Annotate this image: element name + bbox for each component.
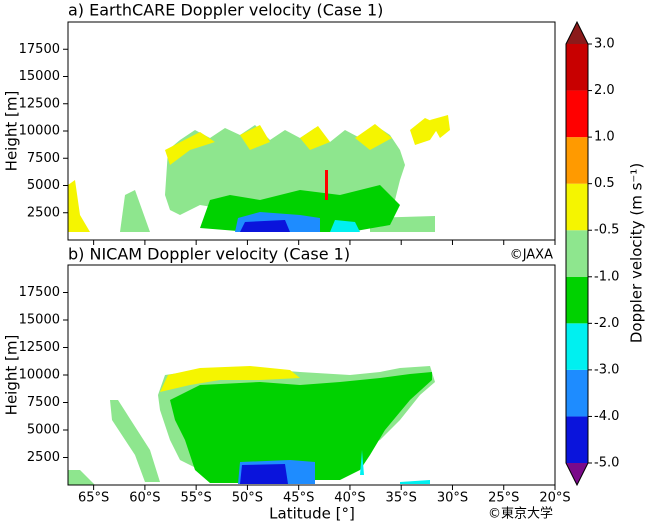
colorbar-label: Doppler velocity (m s⁻¹)	[628, 163, 646, 343]
x-tick-label: 40°S	[334, 491, 365, 506]
colorbar-tick-label: -5.0	[594, 456, 619, 471]
x-tick-label: 55°S	[181, 491, 212, 506]
y-tick-label: 2500	[27, 205, 60, 220]
x-tick-label: 30°S	[437, 491, 468, 506]
y-tick-label: 17500	[19, 42, 60, 57]
annotation: ©JAXA	[510, 248, 553, 263]
field-region	[360, 450, 364, 475]
colorbar-segment	[566, 230, 588, 277]
y-tick-label: 10000	[19, 368, 60, 383]
panel-title: b) NICAM Doppler velocity (Case 1)	[68, 245, 350, 264]
field-region	[300, 126, 330, 150]
field-region	[165, 125, 405, 215]
y-tick-label: 17500	[19, 285, 60, 300]
y-tick-label: 10000	[19, 124, 60, 139]
colorbar-tick-label: 2.0	[594, 83, 615, 98]
colorbar-tick-label: -4.0	[594, 409, 619, 424]
field-region	[110, 400, 160, 482]
field-region	[325, 170, 328, 200]
colorbar-tick-label: -0.5	[594, 223, 619, 238]
colorbar-tick-label: -3.0	[594, 362, 619, 377]
x-tick-label: 60°S	[129, 491, 160, 506]
field-region	[68, 470, 95, 485]
colorbar-segment	[566, 90, 588, 138]
colorbar-segment	[566, 276, 588, 324]
y-axis-label: Height [m]	[3, 91, 21, 172]
field-region	[120, 190, 150, 232]
y-tick-label: 12500	[19, 96, 60, 111]
y-tick-label: 5000	[27, 178, 60, 193]
colorbar-segment	[566, 416, 588, 463]
y-tick-label: 15000	[19, 313, 60, 328]
field-region	[330, 220, 360, 232]
x-tick-label: 65°S	[78, 491, 109, 506]
colorbar-segment	[566, 183, 588, 231]
colorbar-extend	[566, 22, 588, 44]
y-tick-label: 7500	[27, 151, 60, 166]
x-tick-label: 45°S	[283, 491, 314, 506]
field-region	[68, 180, 90, 232]
x-tick-label: 35°S	[386, 491, 417, 506]
field-region	[410, 118, 440, 145]
curtain-fields	[68, 115, 450, 485]
colorbar-tick-label: 0.5	[594, 176, 615, 191]
y-tick-label: 15000	[19, 69, 60, 84]
field-region	[165, 132, 215, 165]
panel-title: a) EarthCARE Doppler velocity (Case 1)	[68, 1, 383, 20]
y-tick-label: 2500	[27, 450, 60, 465]
colorbar-tick-label: 1.0	[594, 130, 615, 145]
colorbar-extend	[566, 463, 588, 485]
y-tick-label: 12500	[19, 340, 60, 355]
field-region	[240, 464, 288, 484]
x-tick-label: 20°S	[539, 491, 570, 506]
y-axis-label: Height [m]	[3, 335, 21, 416]
colorbar-segment	[566, 323, 588, 370]
x-tick-label: 50°S	[232, 491, 263, 506]
colorbar-tick-label: -1.0	[594, 269, 619, 284]
field-region	[240, 125, 270, 150]
colorbar-segment	[566, 137, 588, 184]
colorbar-segment	[566, 44, 588, 91]
colorbar-segment	[566, 369, 588, 417]
field-region	[160, 366, 300, 392]
field-region	[430, 115, 450, 138]
x-tick-label: 25°S	[488, 491, 519, 506]
x-axis-label: Latitude [°]	[269, 505, 355, 523]
colorbar-tick-label: -2.0	[594, 316, 619, 331]
y-tick-label: 5000	[27, 423, 60, 438]
annotation: ©東京大学	[488, 506, 553, 522]
y-tick-label: 7500	[27, 395, 60, 410]
field-region	[355, 124, 392, 150]
field-region	[240, 220, 290, 232]
colorbar-tick-label: 3.0	[594, 37, 615, 52]
field-region	[400, 480, 430, 484]
field-region	[170, 372, 432, 483]
